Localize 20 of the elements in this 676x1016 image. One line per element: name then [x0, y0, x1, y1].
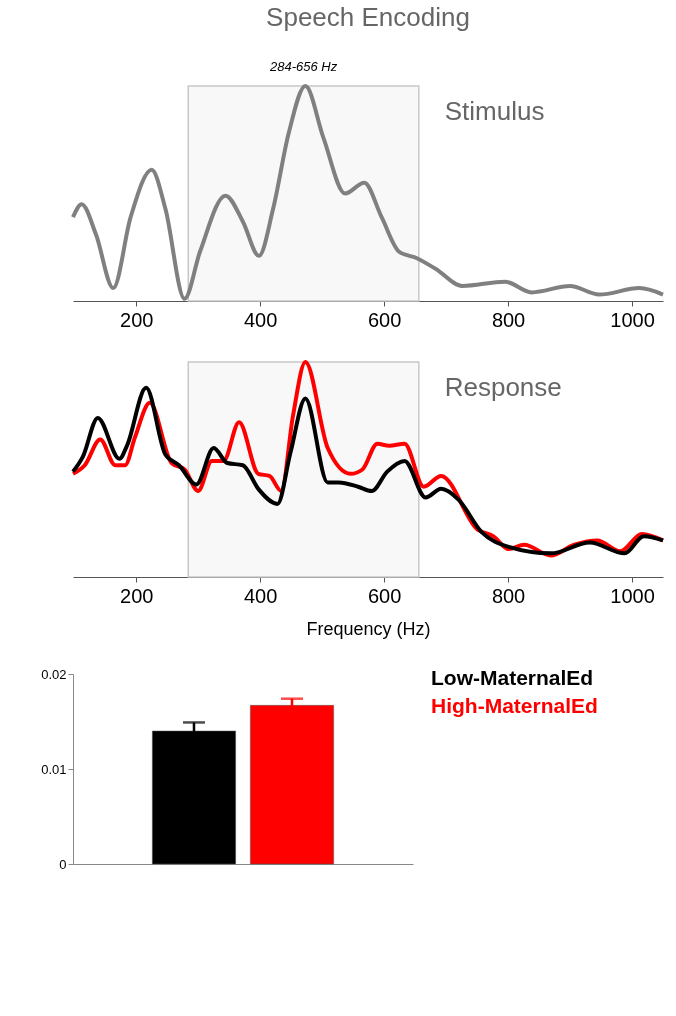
text: High-MaternalEd [431, 694, 598, 717]
x-tick-label: 600 [367, 308, 402, 331]
x-tick-label: 600 [367, 584, 402, 607]
x-tick-label: 200 [120, 584, 154, 607]
x-tick-label: 1000 [610, 584, 655, 607]
y-tick-label: 0.01 [41, 761, 67, 777]
x-tick-label: 200 [120, 308, 154, 331]
y-tick-label: 0 [59, 856, 67, 872]
annotation: Stimulus [444, 95, 545, 126]
band-label: 284-656 Hz [268, 59, 338, 74]
y-tick-label: 0.02 [41, 666, 67, 682]
x-tick-label: 1000 [610, 308, 655, 331]
x-tick-label: 800 [491, 308, 526, 331]
x-tick-label: 400 [243, 308, 278, 331]
x-axis-title: Frequency (Hz) [306, 618, 431, 639]
annotation: Response [444, 371, 562, 402]
text: Low-MaternalEd [431, 666, 594, 689]
x-tick-label: 800 [491, 584, 526, 607]
chart-title: Speech Encoding [266, 2, 470, 32]
x-tick-label: 400 [243, 584, 278, 607]
